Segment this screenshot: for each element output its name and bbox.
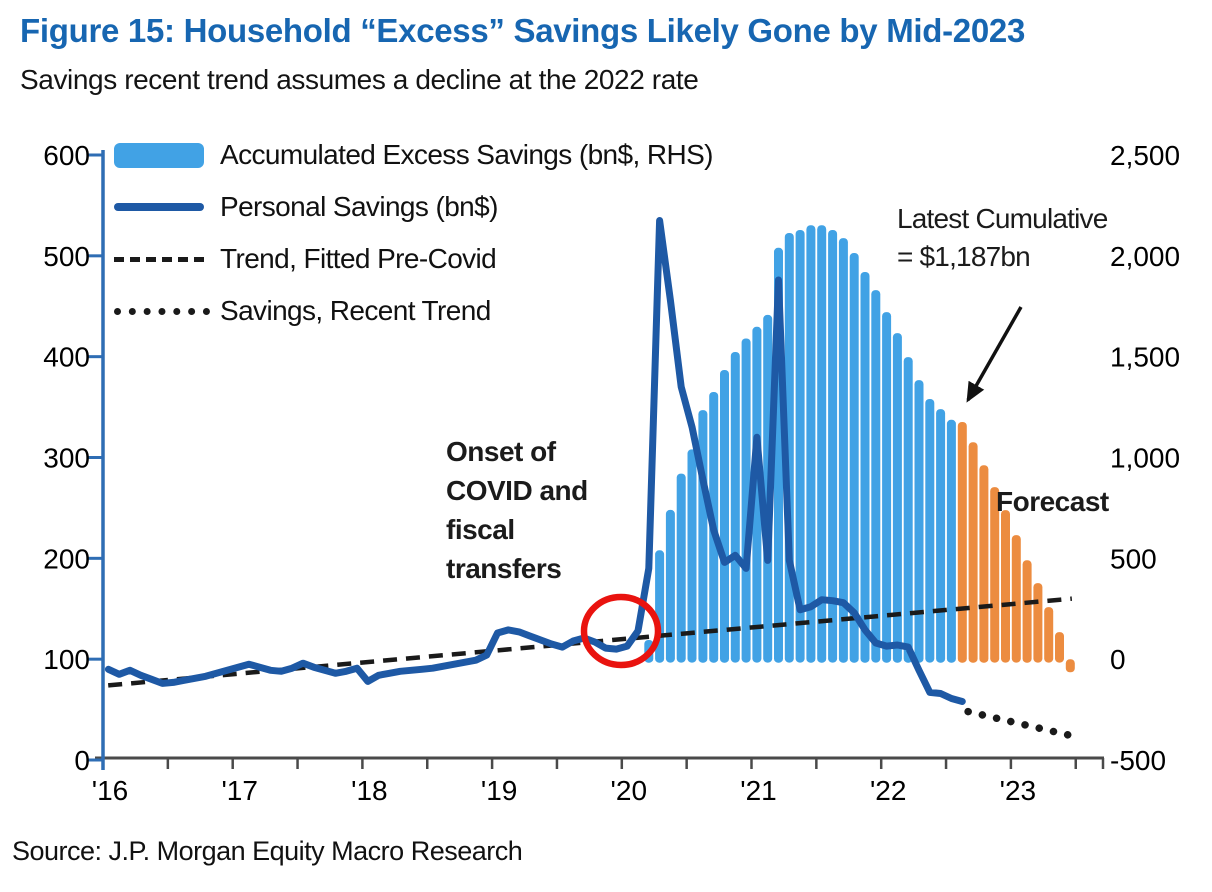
legend-item-trend-precovid: Trend, Fitted Pre-Covid bbox=[114, 243, 497, 274]
axes bbox=[88, 150, 1105, 770]
x-tick-label: '19 bbox=[481, 775, 518, 806]
y-right-tick-label: 1,500 bbox=[1110, 342, 1180, 373]
dashed-line-swatch-icon bbox=[114, 256, 210, 262]
figure-subtitle: Savings recent trend assumes a decline a… bbox=[20, 64, 699, 95]
y-right-tick-label: 2,000 bbox=[1110, 241, 1180, 272]
x-tick-label: '18 bbox=[351, 775, 388, 806]
source-note: Source: J.P. Morgan Equity Macro Researc… bbox=[12, 836, 523, 866]
figure-title: Figure 15: Household “Excess” Savings Li… bbox=[20, 12, 1026, 49]
legend-item-accumulated: Accumulated Excess Savings (bn$, RHS) bbox=[114, 139, 714, 170]
legend-label: Accumulated Excess Savings (bn$, RHS) bbox=[220, 139, 714, 170]
annotation-forecast: Forecast bbox=[996, 486, 1109, 517]
y-right-tick-label: 0 bbox=[1110, 644, 1126, 675]
legend-item-personal-savings: Personal Savings (bn$) bbox=[114, 191, 498, 222]
y-left-tick-label: 0 bbox=[74, 745, 90, 776]
x-tick-label: '21 bbox=[740, 775, 777, 806]
y-left-tick-label: 200 bbox=[43, 543, 90, 574]
covid-onset-circle-annotation bbox=[580, 593, 662, 669]
annotation-latest-cumulative: Latest Cumulative = $1,187bn bbox=[897, 203, 1108, 272]
x-tick-label: '16 bbox=[92, 775, 129, 806]
legend-label: Savings, Recent Trend bbox=[220, 295, 491, 326]
x-tick-label: '20 bbox=[611, 775, 648, 806]
y-right-tick-label: -500 bbox=[1110, 745, 1166, 776]
y-left-tick-label: 100 bbox=[43, 644, 90, 675]
line-swatch-icon bbox=[114, 203, 210, 211]
y-right-tick-label: 500 bbox=[1110, 543, 1157, 574]
x-tick-label: '23 bbox=[1000, 775, 1037, 806]
bar-swatch-icon bbox=[114, 142, 210, 168]
axis-labels: 0 100 200 300 400 500 600 -500 0 500 1,000 1,500 2,0… bbox=[43, 140, 1180, 806]
dotted-line-swatch-icon bbox=[114, 307, 210, 315]
bars-forecast bbox=[957, 422, 1075, 673]
y-left-tick-label: 300 bbox=[43, 443, 90, 474]
y-right-tick-label: 1,000 bbox=[1110, 443, 1180, 474]
x-tick-label: '17 bbox=[221, 775, 258, 806]
x-tick-label: '22 bbox=[870, 775, 907, 806]
annotation-covid-onset: Onset of COVID and fiscal transfers bbox=[446, 436, 588, 584]
savings-recent-trend-dotted-line bbox=[964, 707, 1076, 740]
legend-item-recent-trend: Savings, Recent Trend bbox=[114, 295, 491, 326]
legend-label: Trend, Fitted Pre-Covid bbox=[220, 243, 497, 274]
personal-savings-line bbox=[104, 217, 966, 705]
y-left-tick-label: 500 bbox=[43, 241, 90, 272]
legend-label: Personal Savings (bn$) bbox=[220, 191, 498, 222]
latest-cumulative-arrow bbox=[966, 306, 1023, 403]
y-left-tick-label: 400 bbox=[43, 342, 90, 373]
y-left-tick-label: 600 bbox=[43, 140, 90, 171]
y-right-tick-label: 2,500 bbox=[1110, 140, 1180, 171]
